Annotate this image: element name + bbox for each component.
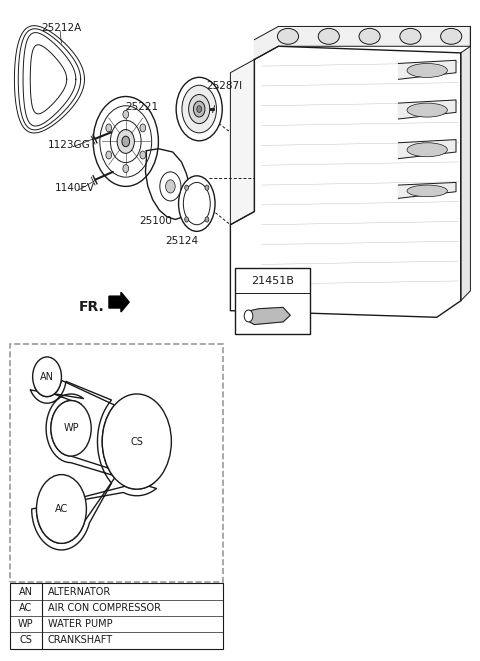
Polygon shape bbox=[254, 26, 470, 59]
Ellipse shape bbox=[277, 28, 299, 44]
Bar bbox=[235, 268, 310, 334]
Text: ALTERNATOR: ALTERNATOR bbox=[48, 587, 111, 598]
Polygon shape bbox=[398, 60, 456, 79]
Circle shape bbox=[110, 120, 141, 163]
Circle shape bbox=[182, 85, 216, 133]
Circle shape bbox=[205, 217, 209, 222]
Circle shape bbox=[185, 185, 189, 190]
Circle shape bbox=[185, 217, 189, 222]
Circle shape bbox=[51, 401, 91, 456]
Text: AIR CON COMPRESSOR: AIR CON COMPRESSOR bbox=[48, 603, 161, 613]
Circle shape bbox=[36, 475, 86, 543]
Ellipse shape bbox=[407, 63, 447, 77]
Ellipse shape bbox=[183, 182, 210, 225]
Circle shape bbox=[106, 124, 111, 132]
Text: 21451B: 21451B bbox=[251, 276, 294, 286]
Circle shape bbox=[100, 106, 152, 177]
Circle shape bbox=[176, 77, 222, 141]
Circle shape bbox=[123, 165, 129, 173]
Text: 25221: 25221 bbox=[125, 102, 158, 112]
Ellipse shape bbox=[400, 28, 421, 44]
Text: 25212A: 25212A bbox=[41, 22, 81, 33]
Text: AC: AC bbox=[19, 603, 33, 613]
Text: CRANKSHAFT: CRANKSHAFT bbox=[48, 635, 113, 645]
Circle shape bbox=[205, 185, 209, 190]
Text: CS: CS bbox=[131, 436, 143, 447]
Polygon shape bbox=[109, 292, 129, 312]
Text: 25124: 25124 bbox=[166, 236, 199, 247]
Text: CS: CS bbox=[20, 635, 32, 645]
Circle shape bbox=[140, 151, 146, 159]
Polygon shape bbox=[247, 307, 290, 325]
Ellipse shape bbox=[407, 103, 447, 117]
Ellipse shape bbox=[407, 185, 447, 197]
Polygon shape bbox=[145, 149, 192, 219]
Circle shape bbox=[123, 110, 129, 118]
Text: AN: AN bbox=[19, 587, 33, 598]
Text: WP: WP bbox=[63, 423, 79, 434]
Circle shape bbox=[102, 394, 171, 489]
Polygon shape bbox=[398, 139, 456, 159]
Circle shape bbox=[106, 151, 111, 159]
Ellipse shape bbox=[318, 28, 339, 44]
Text: WP: WP bbox=[18, 619, 34, 629]
Circle shape bbox=[193, 101, 205, 117]
Ellipse shape bbox=[359, 28, 380, 44]
Ellipse shape bbox=[179, 176, 215, 231]
Ellipse shape bbox=[407, 143, 447, 157]
Text: AC: AC bbox=[55, 504, 68, 514]
Circle shape bbox=[166, 180, 175, 193]
Polygon shape bbox=[398, 100, 456, 119]
Polygon shape bbox=[398, 182, 456, 198]
Circle shape bbox=[122, 136, 130, 147]
Text: 1123GG: 1123GG bbox=[48, 140, 91, 151]
Text: AN: AN bbox=[40, 371, 54, 382]
Polygon shape bbox=[230, 46, 461, 317]
Bar bbox=[10, 344, 223, 582]
Circle shape bbox=[189, 95, 210, 124]
Circle shape bbox=[244, 310, 253, 322]
Circle shape bbox=[117, 130, 134, 153]
Circle shape bbox=[160, 172, 181, 201]
Text: 25287I: 25287I bbox=[206, 81, 242, 91]
Polygon shape bbox=[230, 59, 254, 225]
Ellipse shape bbox=[441, 28, 462, 44]
Text: 1140EV: 1140EV bbox=[55, 183, 95, 194]
Text: 25100: 25100 bbox=[139, 216, 172, 227]
Text: FR.: FR. bbox=[79, 300, 105, 315]
Circle shape bbox=[140, 124, 146, 132]
Circle shape bbox=[33, 357, 61, 397]
Circle shape bbox=[93, 97, 158, 186]
Circle shape bbox=[197, 106, 202, 112]
Text: WATER PUMP: WATER PUMP bbox=[48, 619, 113, 629]
Polygon shape bbox=[461, 26, 470, 301]
Bar bbox=[10, 583, 223, 649]
